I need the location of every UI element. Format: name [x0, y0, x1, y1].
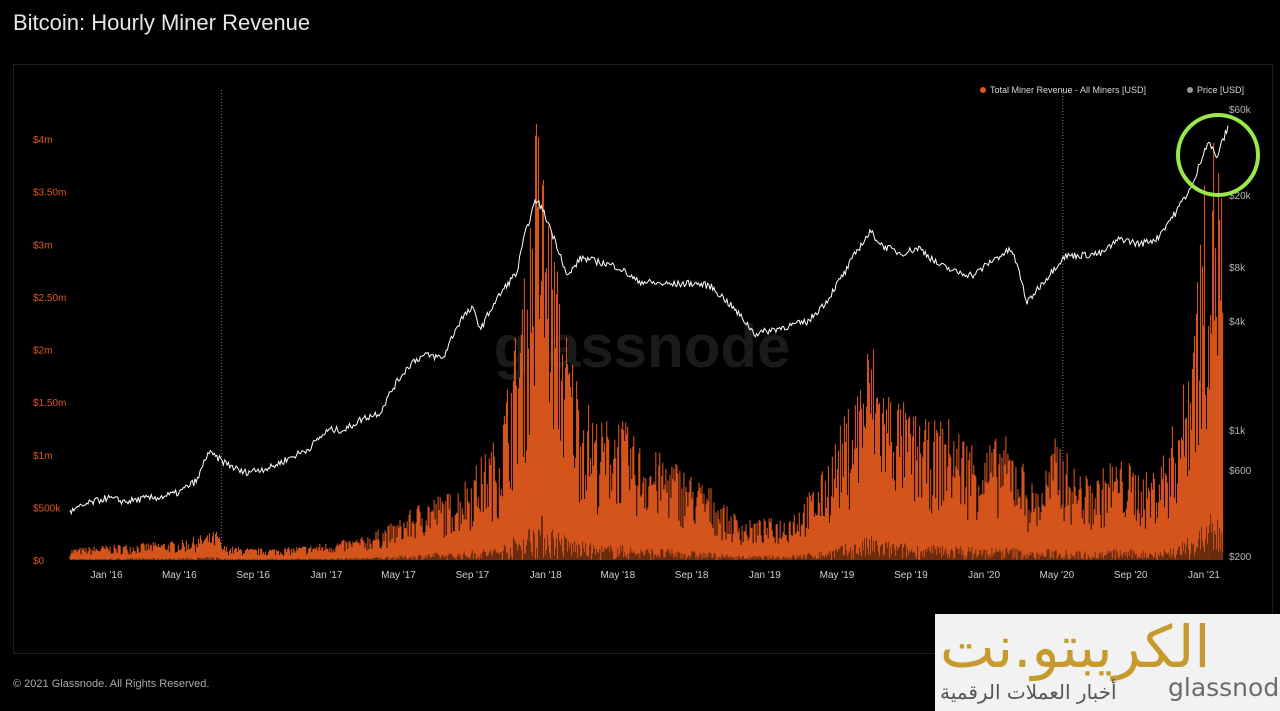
right-tick-label: $4k	[1229, 317, 1246, 328]
event-lines	[220, 90, 1064, 560]
x-tick-label: May '18	[600, 570, 635, 581]
right-tick-label: $600	[1229, 466, 1252, 477]
x-tick-label: May '16	[162, 570, 197, 581]
x-axis: Jan '16 May '16 Sep '16 Jan '17 May '17 Sep '…	[91, 570, 1221, 581]
x-tick-label: May '20	[1039, 570, 1074, 581]
x-tick-label: Jan '17	[311, 570, 343, 581]
right-axis: $200 $600 $1k $4k $8k $20k $60k	[1229, 105, 1252, 563]
left-tick-label: $3.50m	[33, 188, 66, 199]
right-tick-label: $20k	[1229, 191, 1252, 202]
x-tick-label: May '17	[381, 570, 416, 581]
right-tick-label: $1k	[1229, 426, 1246, 437]
x-tick-label: Jan '18	[530, 570, 562, 581]
publisher-logo-box	[935, 614, 1280, 711]
x-tick-label: Sep '18	[675, 570, 709, 581]
x-tick-label: Jan '19	[749, 570, 781, 581]
x-tick-label: Jan '16	[91, 570, 123, 581]
price-series	[69, 125, 1229, 516]
legend-swatch-price	[1187, 87, 1193, 93]
left-tick-label: $3m	[33, 240, 52, 251]
left-tick-label: $0	[33, 556, 45, 567]
left-tick-label: $2.50m	[33, 293, 66, 304]
right-tick-label: $200	[1229, 552, 1252, 563]
x-tick-label: Sep '16	[236, 570, 270, 581]
legend-label-revenue: Total Miner Revenue - All Miners [USD]	[990, 85, 1146, 95]
copyright-footer: © 2021 Glassnode. All Rights Reserved.	[13, 678, 210, 690]
chart-panel	[13, 64, 1273, 654]
chart-title: Bitcoin: Hourly Miner Revenue	[13, 10, 311, 35]
right-tick-label: $60k	[1229, 105, 1252, 116]
legend: Total Miner Revenue - All Miners [USD] Pr…	[980, 85, 1244, 95]
x-tick-label: Sep '17	[456, 570, 490, 581]
price-line	[69, 125, 1229, 516]
left-tick-label: $4m	[33, 135, 52, 146]
highlight-circle	[1176, 113, 1260, 197]
x-tick-label: May '19	[820, 570, 855, 581]
revenue-bars	[69, 123, 1224, 560]
left-tick-label: $1m	[33, 451, 52, 462]
left-tick-label: $1.50m	[33, 398, 66, 409]
annotations	[1176, 113, 1260, 197]
left-axis: $0 $500k $1m $1.50m $2m $2.50m $3m $3.50m $4m	[33, 135, 66, 567]
publisher-logo-text: الكريبتو.نت	[940, 613, 1211, 681]
revenue-series	[69, 123, 1224, 560]
x-tick-label: Sep '19	[894, 570, 928, 581]
glassnode-brand: glassnode	[1168, 673, 1280, 702]
left-tick-label: $2m	[33, 346, 52, 357]
x-tick-label: Jan '20	[968, 570, 1000, 581]
x-tick-label: Jan '21	[1188, 570, 1220, 581]
right-tick-label: $8k	[1229, 263, 1246, 274]
revenue-bars-shadow	[69, 513, 1224, 560]
x-tick-label: Sep '20	[1114, 570, 1148, 581]
legend-swatch-revenue	[980, 87, 986, 93]
legend-label-price: Price [USD]	[1197, 85, 1244, 95]
left-tick-label: $500k	[33, 503, 61, 514]
publisher-logo-subtitle: أخبار العملات الرقمية	[940, 680, 1117, 704]
